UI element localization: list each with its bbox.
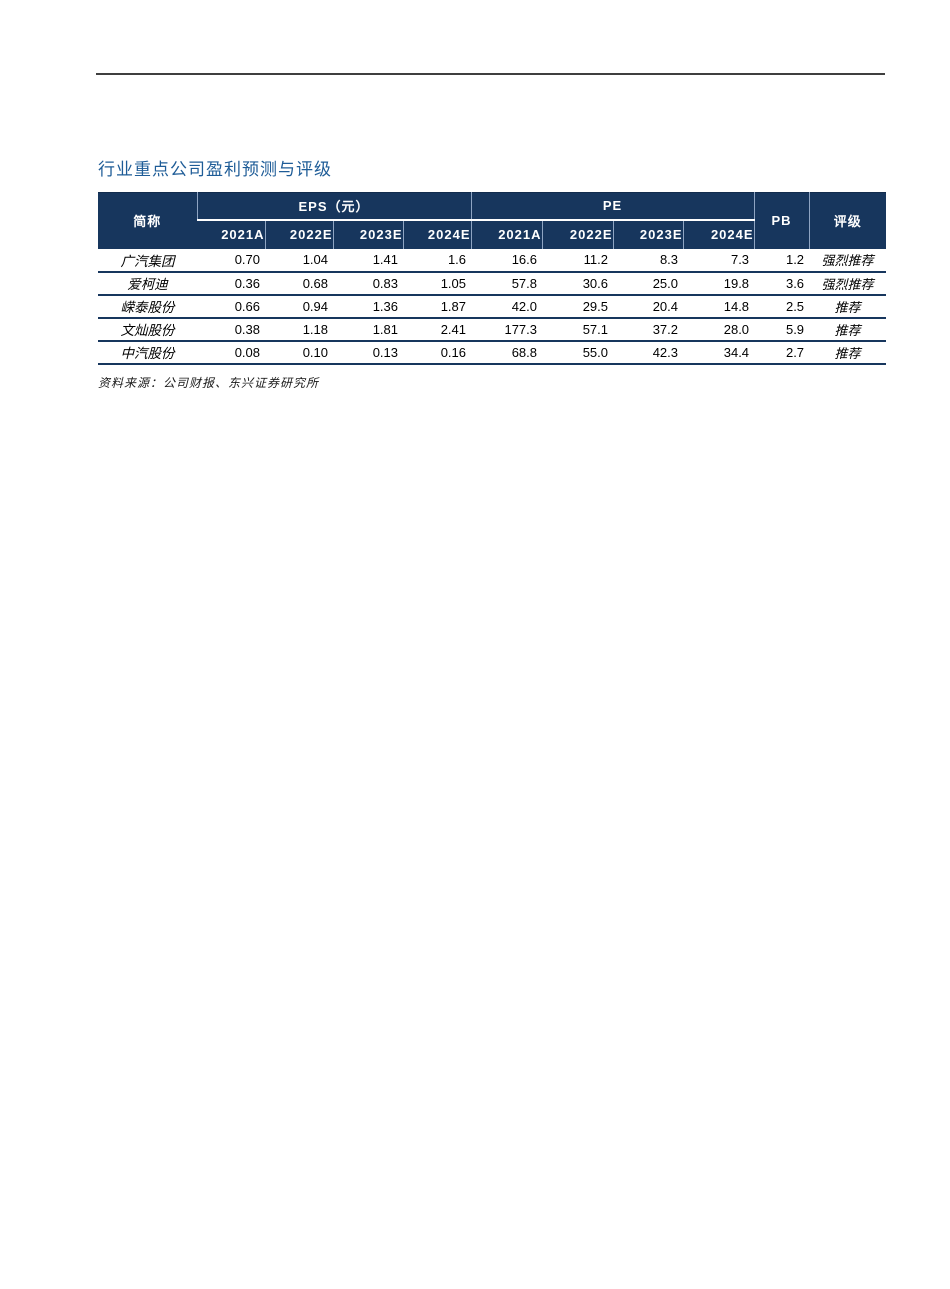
column-group-pe: PE [470,192,755,221]
company-name-cell: 中汽股份 [98,340,197,365]
pe-value-cell: 11.2 [542,248,614,273]
company-name-cell: 嵘泰股份 [98,294,197,319]
eps-value-cell: 1.18 [265,317,333,342]
pe-value-cell: 25.0 [613,271,684,296]
pe-value-cell: 42.3 [613,340,684,365]
eps-value-cell: 1.04 [265,248,333,273]
pe-year-header: 2023E [612,219,684,249]
rating-cell: 强烈推荐 [809,271,887,296]
pe-value-cell: 7.3 [683,248,755,273]
eps-value-cell: 1.87 [403,294,472,319]
pb-value-cell: 3.6 [754,271,810,296]
pe-year-header: 2021A [470,219,543,249]
pe-year-header: 2022E [541,219,614,249]
rating-cell: 推荐 [809,340,887,365]
header-year-row: 2021A 2022E 2023E 2024E 2021A 2022E 2023… [98,219,886,249]
pe-value-cell: 37.2 [613,317,684,342]
pe-value-cell: 30.6 [542,271,614,296]
pe-value-cell: 19.8 [683,271,755,296]
pe-value-cell: 16.6 [471,248,543,273]
pe-year-header: 2024E [682,219,755,249]
eps-value-cell: 0.10 [265,340,333,365]
table-row: 爱柯迪 0.36 0.68 0.83 1.05 57.8 30.6 25.0 1… [98,271,887,296]
eps-value-cell: 1.36 [333,294,403,319]
report-section: 行业重点公司盈利预测与评级 简称 EPS（元） PE PB 评级 2021A 2 [98,155,887,391]
eps-value-cell: 1.41 [333,248,403,273]
rating-cell: 推荐 [809,317,887,342]
column-header-rating: 评级 [808,192,887,249]
company-name-cell: 广汽集团 [98,248,197,273]
pb-value-cell: 5.9 [754,317,810,342]
table-row: 中汽股份 0.08 0.10 0.13 0.16 68.8 55.0 42.3 … [98,340,887,365]
header-group-row: 简称 EPS（元） PE PB 评级 [98,192,887,249]
pb-value-cell: 2.7 [754,340,810,365]
column-header-name: 简称 [98,192,197,249]
column-header-pb: PB [753,192,810,249]
rating-cell: 推荐 [809,294,887,319]
pb-value-cell: 2.5 [754,294,810,319]
pe-value-cell: 68.8 [471,340,543,365]
forecast-table: 简称 EPS（元） PE PB 评级 2021A 2022E 2023E 202… [98,192,887,365]
pe-value-cell: 55.0 [542,340,614,365]
pe-value-cell: 14.8 [683,294,755,319]
eps-value-cell: 0.13 [333,340,403,365]
eps-value-cell: 0.66 [197,294,265,319]
pe-value-cell: 20.4 [613,294,684,319]
eps-value-cell: 0.36 [197,271,265,296]
header-rule [96,73,885,75]
eps-year-header: 2024E [402,219,472,249]
pe-value-cell: 177.3 [471,317,543,342]
pe-value-cell: 57.1 [542,317,614,342]
pe-value-cell: 28.0 [683,317,755,342]
eps-value-cell: 1.6 [403,248,472,273]
pe-value-cell: 57.8 [471,271,543,296]
eps-value-cell: 0.68 [265,271,333,296]
eps-value-cell: 1.81 [333,317,403,342]
pe-value-cell: 42.0 [471,294,543,319]
eps-value-cell: 0.16 [403,340,472,365]
eps-value-cell: 0.94 [265,294,333,319]
column-group-eps: EPS（元） [196,192,472,221]
eps-value-cell: 0.83 [333,271,403,296]
eps-year-header: 2021A [197,219,265,249]
rating-cell: 强烈推荐 [809,248,887,273]
pb-value-cell: 1.2 [754,248,810,273]
pe-value-cell: 8.3 [613,248,684,273]
eps-value-cell: 0.38 [197,317,265,342]
section-title: 行业重点公司盈利预测与评级 [98,160,332,179]
company-name-cell: 爱柯迪 [98,271,197,296]
source-note: 资料来源：公司财报、东兴证券研究所 [98,375,320,390]
table-body: 广汽集团 0.70 1.04 1.41 1.6 16.6 11.2 8.3 7.… [98,248,887,365]
eps-year-header: 2023E [332,219,403,249]
eps-value-cell: 1.05 [403,271,472,296]
table-row: 文灿股份 0.38 1.18 1.81 2.41 177.3 57.1 37.2… [98,317,887,342]
table-row: 广汽集团 0.70 1.04 1.41 1.6 16.6 11.2 8.3 7.… [98,248,887,273]
table-row: 嵘泰股份 0.66 0.94 1.36 1.87 42.0 29.5 20.4 … [98,294,887,319]
pe-value-cell: 34.4 [683,340,755,365]
eps-value-cell: 2.41 [403,317,472,342]
eps-value-cell: 0.70 [197,248,265,273]
eps-year-header: 2022E [264,219,333,249]
pe-value-cell: 29.5 [542,294,614,319]
eps-value-cell: 0.08 [197,340,265,365]
table-header: 简称 EPS（元） PE PB 评级 2021A 2022E 2023E 202… [98,192,887,249]
company-name-cell: 文灿股份 [98,317,197,342]
